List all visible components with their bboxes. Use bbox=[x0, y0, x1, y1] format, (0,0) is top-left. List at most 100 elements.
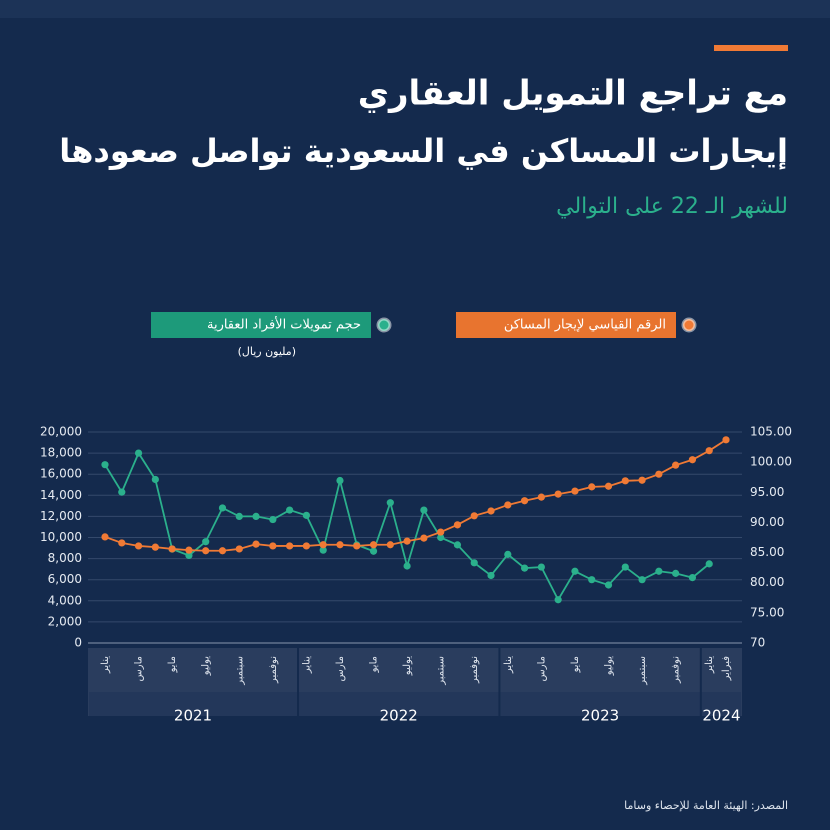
data-point bbox=[453, 521, 462, 529]
data-point bbox=[453, 541, 462, 549]
y-tick-label: 20,000 bbox=[40, 425, 82, 439]
data-point bbox=[520, 564, 529, 572]
data-point bbox=[134, 542, 143, 550]
y-tick-label: 18,000 bbox=[40, 446, 82, 460]
data-point bbox=[487, 571, 495, 580]
data-point bbox=[134, 449, 143, 457]
legend: حجم تمويلات الأفراد العقارية الرقم القياس… bbox=[151, 312, 697, 358]
data-point bbox=[688, 456, 697, 464]
data-point bbox=[185, 546, 193, 554]
y-tick-label: 14,000 bbox=[40, 488, 82, 502]
data-point bbox=[487, 507, 495, 515]
data-point bbox=[604, 581, 613, 589]
x-tick-label: يناير bbox=[100, 656, 111, 674]
data-point bbox=[504, 550, 512, 558]
accent-bar bbox=[714, 45, 788, 51]
data-point bbox=[470, 512, 478, 520]
x-tick-label: مايو bbox=[369, 656, 380, 673]
data-point bbox=[269, 515, 277, 524]
data-point bbox=[235, 512, 243, 521]
y-tick-label: 12,000 bbox=[40, 509, 82, 523]
data-point bbox=[554, 490, 562, 498]
y-tick-label: 4,000 bbox=[48, 593, 82, 607]
x-tick-label: يناير bbox=[503, 656, 514, 674]
data-point bbox=[218, 504, 227, 512]
x-tick-label: سبتمبر bbox=[637, 656, 648, 686]
x-tick-label: يوليو bbox=[201, 656, 212, 676]
data-point bbox=[302, 511, 311, 519]
chart-title: مع تراجع التمويل العقاري bbox=[358, 74, 788, 114]
x-tick-label: يناير bbox=[704, 656, 715, 674]
legend-box bbox=[151, 312, 371, 338]
legend-label: الرقم القياسي لإيجار المساكن bbox=[504, 318, 666, 333]
x-tick-label: نوفمبر bbox=[268, 656, 279, 684]
chart-subtitle: إيجارات المساكن في السعودية تواصل صعودها bbox=[59, 132, 788, 171]
data-point bbox=[537, 563, 545, 571]
legend-label: حجم تمويلات الأفراد العقارية bbox=[207, 316, 361, 333]
data-point bbox=[336, 476, 344, 485]
y2-tick-label: 70 bbox=[750, 636, 765, 650]
y2-tick-label: 85.00 bbox=[750, 545, 784, 559]
top-strip bbox=[0, 0, 830, 18]
data-point bbox=[588, 576, 596, 584]
year-band bbox=[299, 692, 499, 716]
y-tick-label: 0 bbox=[74, 636, 82, 650]
chart-note: للشهر الـ 22 على التوالي bbox=[556, 194, 788, 219]
year-label: 2021 bbox=[174, 707, 212, 725]
data-point bbox=[705, 447, 713, 455]
data-point bbox=[688, 573, 697, 582]
year-band bbox=[89, 692, 298, 716]
data-point bbox=[705, 560, 713, 568]
x-tick-label: سبتمبر bbox=[234, 656, 245, 686]
x-tick-label: فبراير bbox=[721, 656, 732, 682]
x-tick-label: مايو bbox=[570, 656, 581, 673]
x-tick-label: يوليو bbox=[402, 656, 413, 676]
data-point bbox=[302, 542, 311, 550]
data-point bbox=[235, 545, 243, 553]
data-point bbox=[319, 546, 327, 554]
data-point bbox=[638, 476, 646, 484]
x-tick-label: مارس bbox=[335, 656, 346, 681]
data-point bbox=[252, 512, 260, 521]
x-tick-label: مارس bbox=[134, 656, 145, 681]
unit-label: (مليون ريال) bbox=[238, 345, 296, 358]
data-point bbox=[386, 499, 394, 507]
data-point bbox=[369, 541, 378, 549]
data-point bbox=[403, 562, 411, 570]
x-tick-label: نوفمبر bbox=[469, 656, 480, 684]
x-tick-label: نوفمبر bbox=[671, 656, 682, 684]
data-point bbox=[437, 533, 445, 542]
data-point bbox=[504, 501, 512, 509]
y2-tick-label: 90.00 bbox=[750, 515, 784, 529]
data-point bbox=[202, 547, 210, 555]
y2-tick-label: 105.00 bbox=[750, 425, 792, 439]
year-label: 2022 bbox=[380, 707, 418, 725]
data-point bbox=[403, 537, 411, 545]
data-point bbox=[554, 596, 562, 604]
data-point bbox=[319, 541, 327, 549]
data-point bbox=[588, 483, 596, 491]
y2-tick-label: 95.00 bbox=[750, 485, 784, 499]
data-point bbox=[185, 551, 193, 560]
data-point bbox=[286, 542, 294, 550]
data-point bbox=[151, 543, 159, 551]
data-point bbox=[252, 540, 260, 548]
x-tick-label: مايو bbox=[167, 656, 178, 673]
y-tick-label: 2,000 bbox=[48, 614, 82, 628]
x-tick-label: سبتمبر bbox=[436, 656, 447, 686]
data-point bbox=[638, 576, 646, 584]
data-point bbox=[655, 567, 663, 575]
year-label: 2024 bbox=[702, 707, 740, 725]
data-point bbox=[571, 487, 579, 495]
x-tick-label: مارس bbox=[536, 656, 547, 681]
year-band bbox=[701, 692, 741, 716]
y2-tick-label: 75.00 bbox=[750, 605, 784, 619]
legend-dot bbox=[376, 317, 392, 333]
data-point bbox=[386, 541, 394, 549]
data-point bbox=[672, 461, 680, 469]
legend-dot bbox=[681, 317, 697, 333]
data-point bbox=[118, 488, 126, 496]
y2-tick-label: 80.00 bbox=[750, 575, 784, 589]
x-tick-label: يوليو bbox=[604, 656, 615, 676]
